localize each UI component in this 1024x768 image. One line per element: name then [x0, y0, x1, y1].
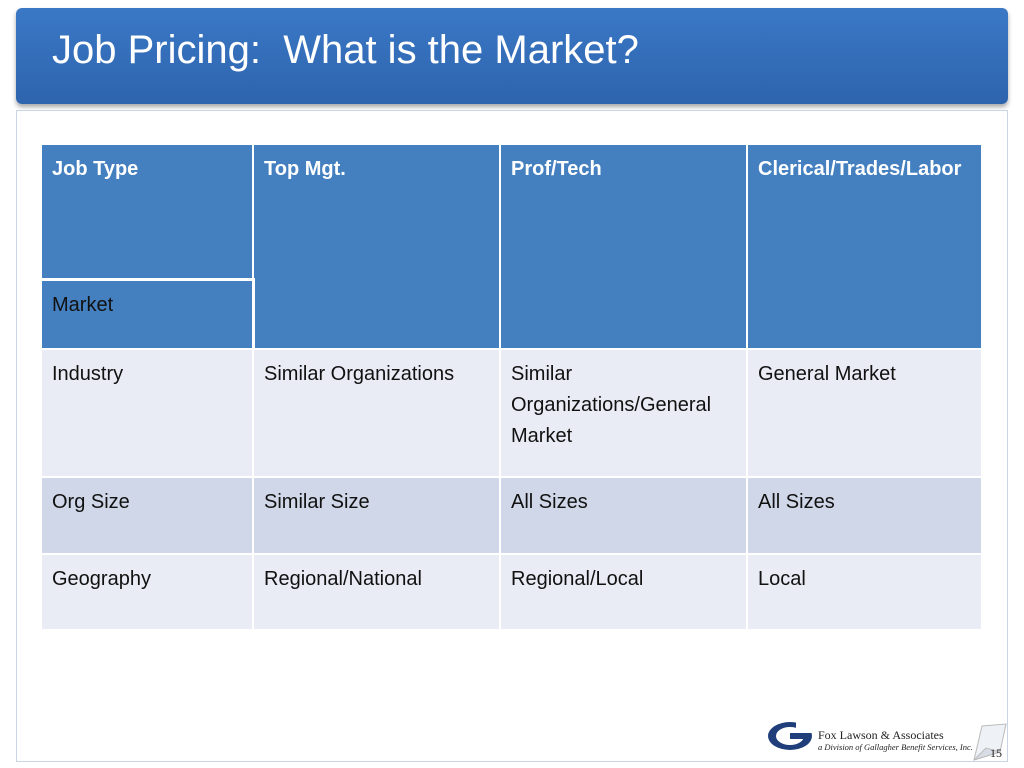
table-cell: Local [748, 555, 981, 629]
title-bar [16, 8, 1008, 104]
page-curl [973, 723, 1007, 761]
table-cell: Regional/Local [501, 555, 746, 629]
header-cell: Prof/Tech [501, 145, 746, 348]
table-cell: Similar Size [254, 478, 499, 553]
header-cell: Top Mgt. [254, 145, 499, 348]
company-division: a Division of Gallagher Benefit Services… [818, 742, 973, 752]
table-cell: Geography [42, 555, 252, 629]
table-cell: General Market [748, 350, 981, 476]
logo-icon [768, 722, 812, 750]
table-subheader: Market [42, 278, 255, 348]
content-frame [16, 110, 1008, 762]
table-cell: Regional/National [254, 555, 499, 629]
table-cell: Similar Organizations [254, 350, 499, 476]
table-cell: Industry [42, 350, 252, 476]
slide-title: Job Pricing: What is the Market? [52, 28, 639, 72]
page-number: 15 [990, 746, 1002, 760]
table-cell: Org Size [42, 478, 252, 553]
company-name: Fox Lawson & Associates [818, 728, 944, 742]
table-cell: Similar Organizations/General Market [501, 350, 746, 476]
table-cell: All Sizes [501, 478, 746, 553]
header-cell: Clerical/Trades/Labor [748, 145, 981, 348]
table-cell: All Sizes [748, 478, 981, 553]
